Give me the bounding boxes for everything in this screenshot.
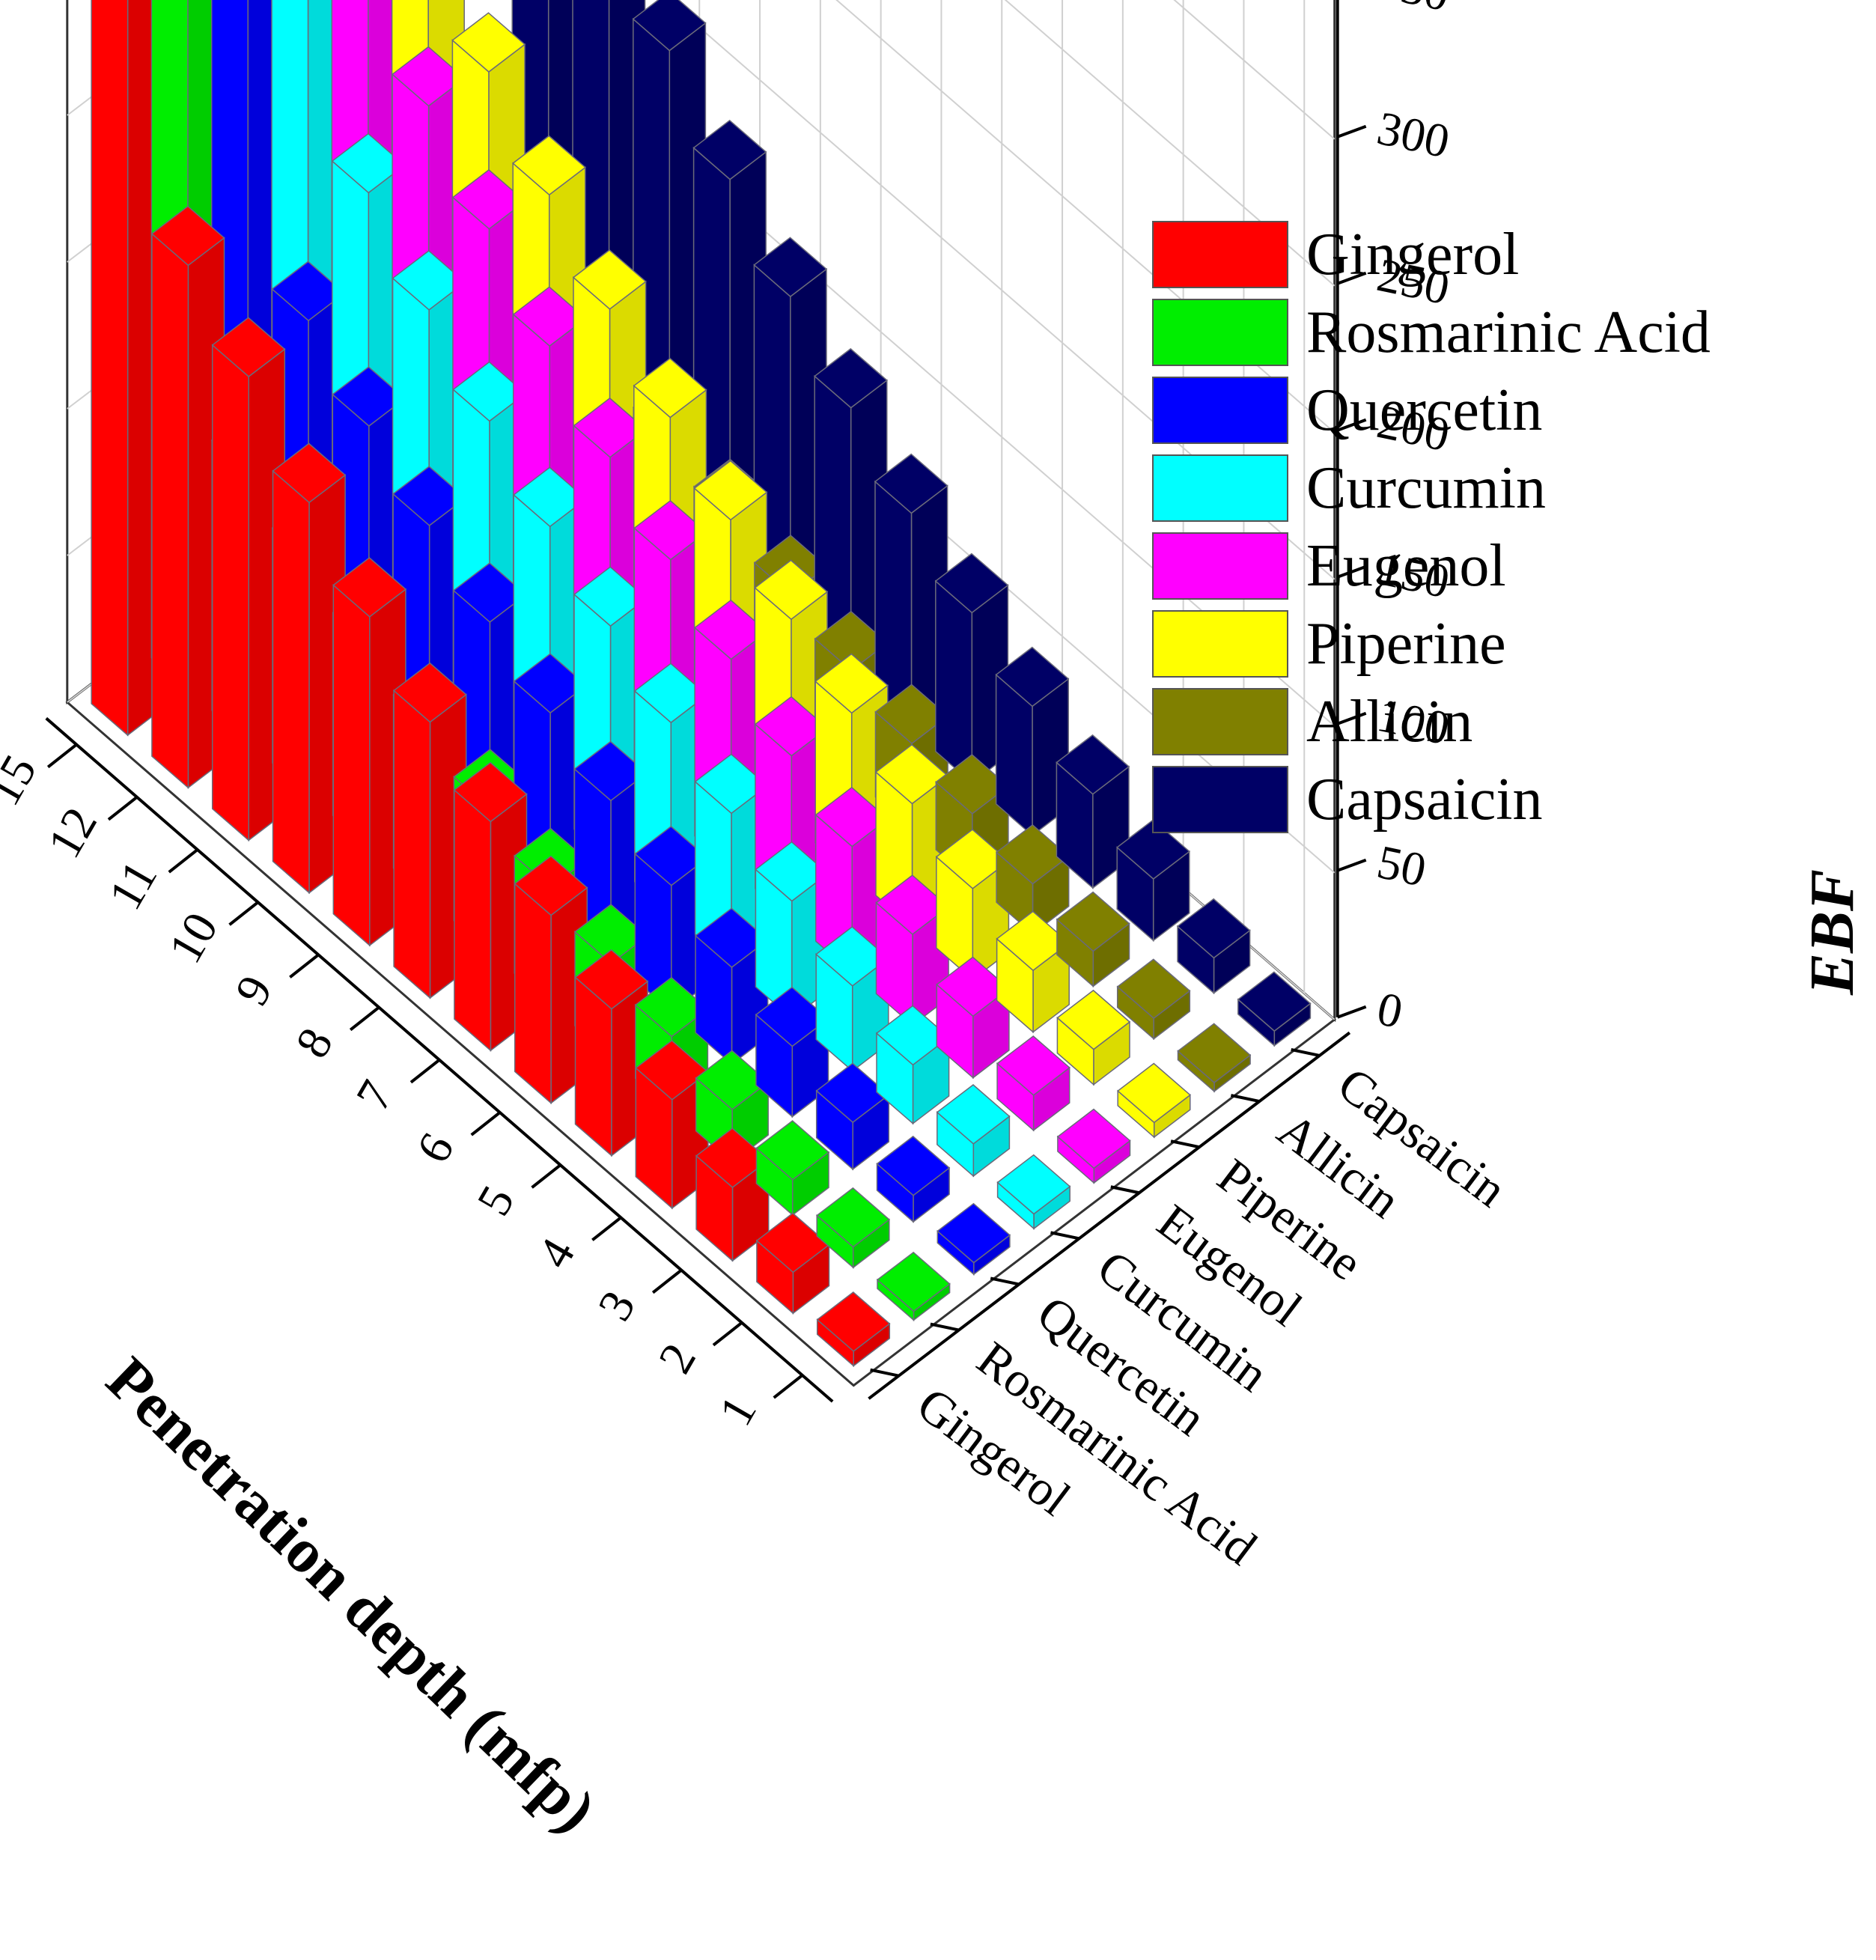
z-tick-label: 0 <box>1373 981 1407 1038</box>
bar-quercetin-depth-2 <box>876 1135 951 1223</box>
legend-swatch <box>1152 221 1288 288</box>
bar-gingerol-depth-9 <box>332 557 407 947</box>
legend-swatch <box>1152 377 1288 444</box>
depth-tick-label: 5 <box>466 1177 524 1224</box>
depth-tick <box>712 1321 743 1347</box>
bar-eugenol-depth-2 <box>996 1035 1071 1132</box>
bar-gingerol-depth-2 <box>755 1212 830 1315</box>
depth-tick-label: 4 <box>527 1229 585 1276</box>
depth-tick <box>228 901 259 926</box>
depth-tick <box>107 796 138 821</box>
z-tick <box>1336 564 1367 579</box>
bar-curcumin-depth-1 <box>996 1154 1071 1230</box>
legend-swatch <box>1152 766 1288 833</box>
bar-rosmarinic-acid-depth-1 <box>876 1251 951 1321</box>
depth-tick <box>531 1163 561 1189</box>
depth-tick <box>168 848 198 874</box>
depth-tick-label: 9 <box>225 967 282 1014</box>
bar-capsaicin-depth-2 <box>1176 898 1251 995</box>
legend-label: Rosmarinic Acid <box>1306 299 1711 365</box>
legend-swatch <box>1152 532 1288 600</box>
category-tick <box>930 1322 960 1332</box>
z-tick-label: 350 <box>1373 0 1455 21</box>
depth-tick-label: 7 <box>346 1071 403 1119</box>
bar-eugenol-depth-1 <box>1056 1108 1131 1184</box>
x-axis-title: Penetration depth (mfp) <box>94 1344 609 1845</box>
bar-rosmarinic-acid-depth-2 <box>816 1187 890 1269</box>
legend-label: Eugenol <box>1306 533 1506 599</box>
depth-tick <box>773 1374 803 1399</box>
depth-tick-label: 10 <box>158 904 228 972</box>
category-tick <box>1170 1139 1200 1149</box>
legend-label: Curcumin <box>1306 455 1546 521</box>
bar-piperine-depth-2 <box>1056 989 1131 1086</box>
category-tick <box>1291 1047 1321 1057</box>
bar-allicin-depth-4 <box>995 824 1070 935</box>
bar-quercetin-depth-1 <box>937 1202 1011 1276</box>
depth-tick-label: 3 <box>588 1282 645 1329</box>
depth-tick-label: 1 <box>708 1387 766 1434</box>
depth-tick-label: 2 <box>648 1334 706 1381</box>
z-tick <box>1336 124 1367 139</box>
legend-label: Piperine <box>1306 611 1506 677</box>
legend-swatch <box>1152 299 1288 366</box>
bar-eugenol-depth-3 <box>936 956 1011 1080</box>
depth-tick-label: 6 <box>406 1124 463 1172</box>
bar-piperine-depth-3 <box>996 910 1071 1034</box>
depth-tick <box>289 953 320 979</box>
bar-allicin-depth-1 <box>1177 1023 1252 1093</box>
depth-tick <box>651 1268 683 1294</box>
z-gridline <box>67 0 1336 433</box>
chart-bars <box>91 0 1312 1368</box>
depth-tick-label: 15 <box>0 746 46 814</box>
bar-allicin-depth-2 <box>1116 958 1191 1041</box>
legend-label: Quercetin <box>1306 377 1542 443</box>
depth-tick <box>470 1111 501 1136</box>
category-axis-line <box>868 1031 1351 1400</box>
legend-swatch <box>1152 454 1288 522</box>
bar-capsaicin-depth-1 <box>1237 971 1312 1047</box>
z-tick-label: 300 <box>1373 101 1455 168</box>
depth-tick <box>409 1059 441 1084</box>
z-tick <box>1336 711 1367 725</box>
bar-curcumin-depth-2 <box>936 1084 1011 1178</box>
legend-label: Capsaicin <box>1306 767 1542 833</box>
chart-legend: Gingerol Rosmarinic Acid Quercetin Curcumin… <box>1152 221 1711 833</box>
z-axis-title: EBF <box>1797 869 1867 996</box>
category-tick <box>1110 1185 1140 1195</box>
legend-swatch <box>1152 610 1288 678</box>
depth-tick <box>46 743 78 769</box>
bar-allicin-depth-3 <box>1056 891 1130 988</box>
z-tick-label: 50 <box>1373 835 1431 897</box>
category-tick <box>870 1368 900 1378</box>
depth-tick-label: 11 <box>98 852 167 919</box>
z-gridline <box>1004 0 1336 287</box>
bar-quercetin-depth-3 <box>815 1062 890 1171</box>
bar-capsaicin-depth-3 <box>1116 819 1190 942</box>
legend-swatch <box>1152 688 1288 755</box>
bar-piperine-depth-1 <box>1117 1062 1191 1139</box>
category-tick <box>1230 1094 1260 1104</box>
depth-tick-label: 12 <box>37 799 107 867</box>
category-tick <box>1050 1231 1079 1241</box>
depth-tick-label: 8 <box>285 1019 343 1066</box>
bar-gingerol-depth-1 <box>816 1291 891 1368</box>
depth-tick <box>591 1216 622 1241</box>
bar-capsaicin-depth-5 <box>995 646 1070 837</box>
z-tick <box>1336 418 1367 432</box>
z-tick <box>1336 1005 1367 1019</box>
legend-label: Gingerol <box>1306 222 1519 287</box>
legend-label: Allicin <box>1306 689 1473 755</box>
bar-rosmarinic-acid-depth-3 <box>755 1120 830 1217</box>
category-tick <box>990 1276 1020 1286</box>
bar-gingerol-depth-3 <box>695 1127 770 1262</box>
z-tick <box>1336 858 1367 872</box>
z-tick <box>1336 271 1367 285</box>
depth-tick <box>349 1005 380 1032</box>
